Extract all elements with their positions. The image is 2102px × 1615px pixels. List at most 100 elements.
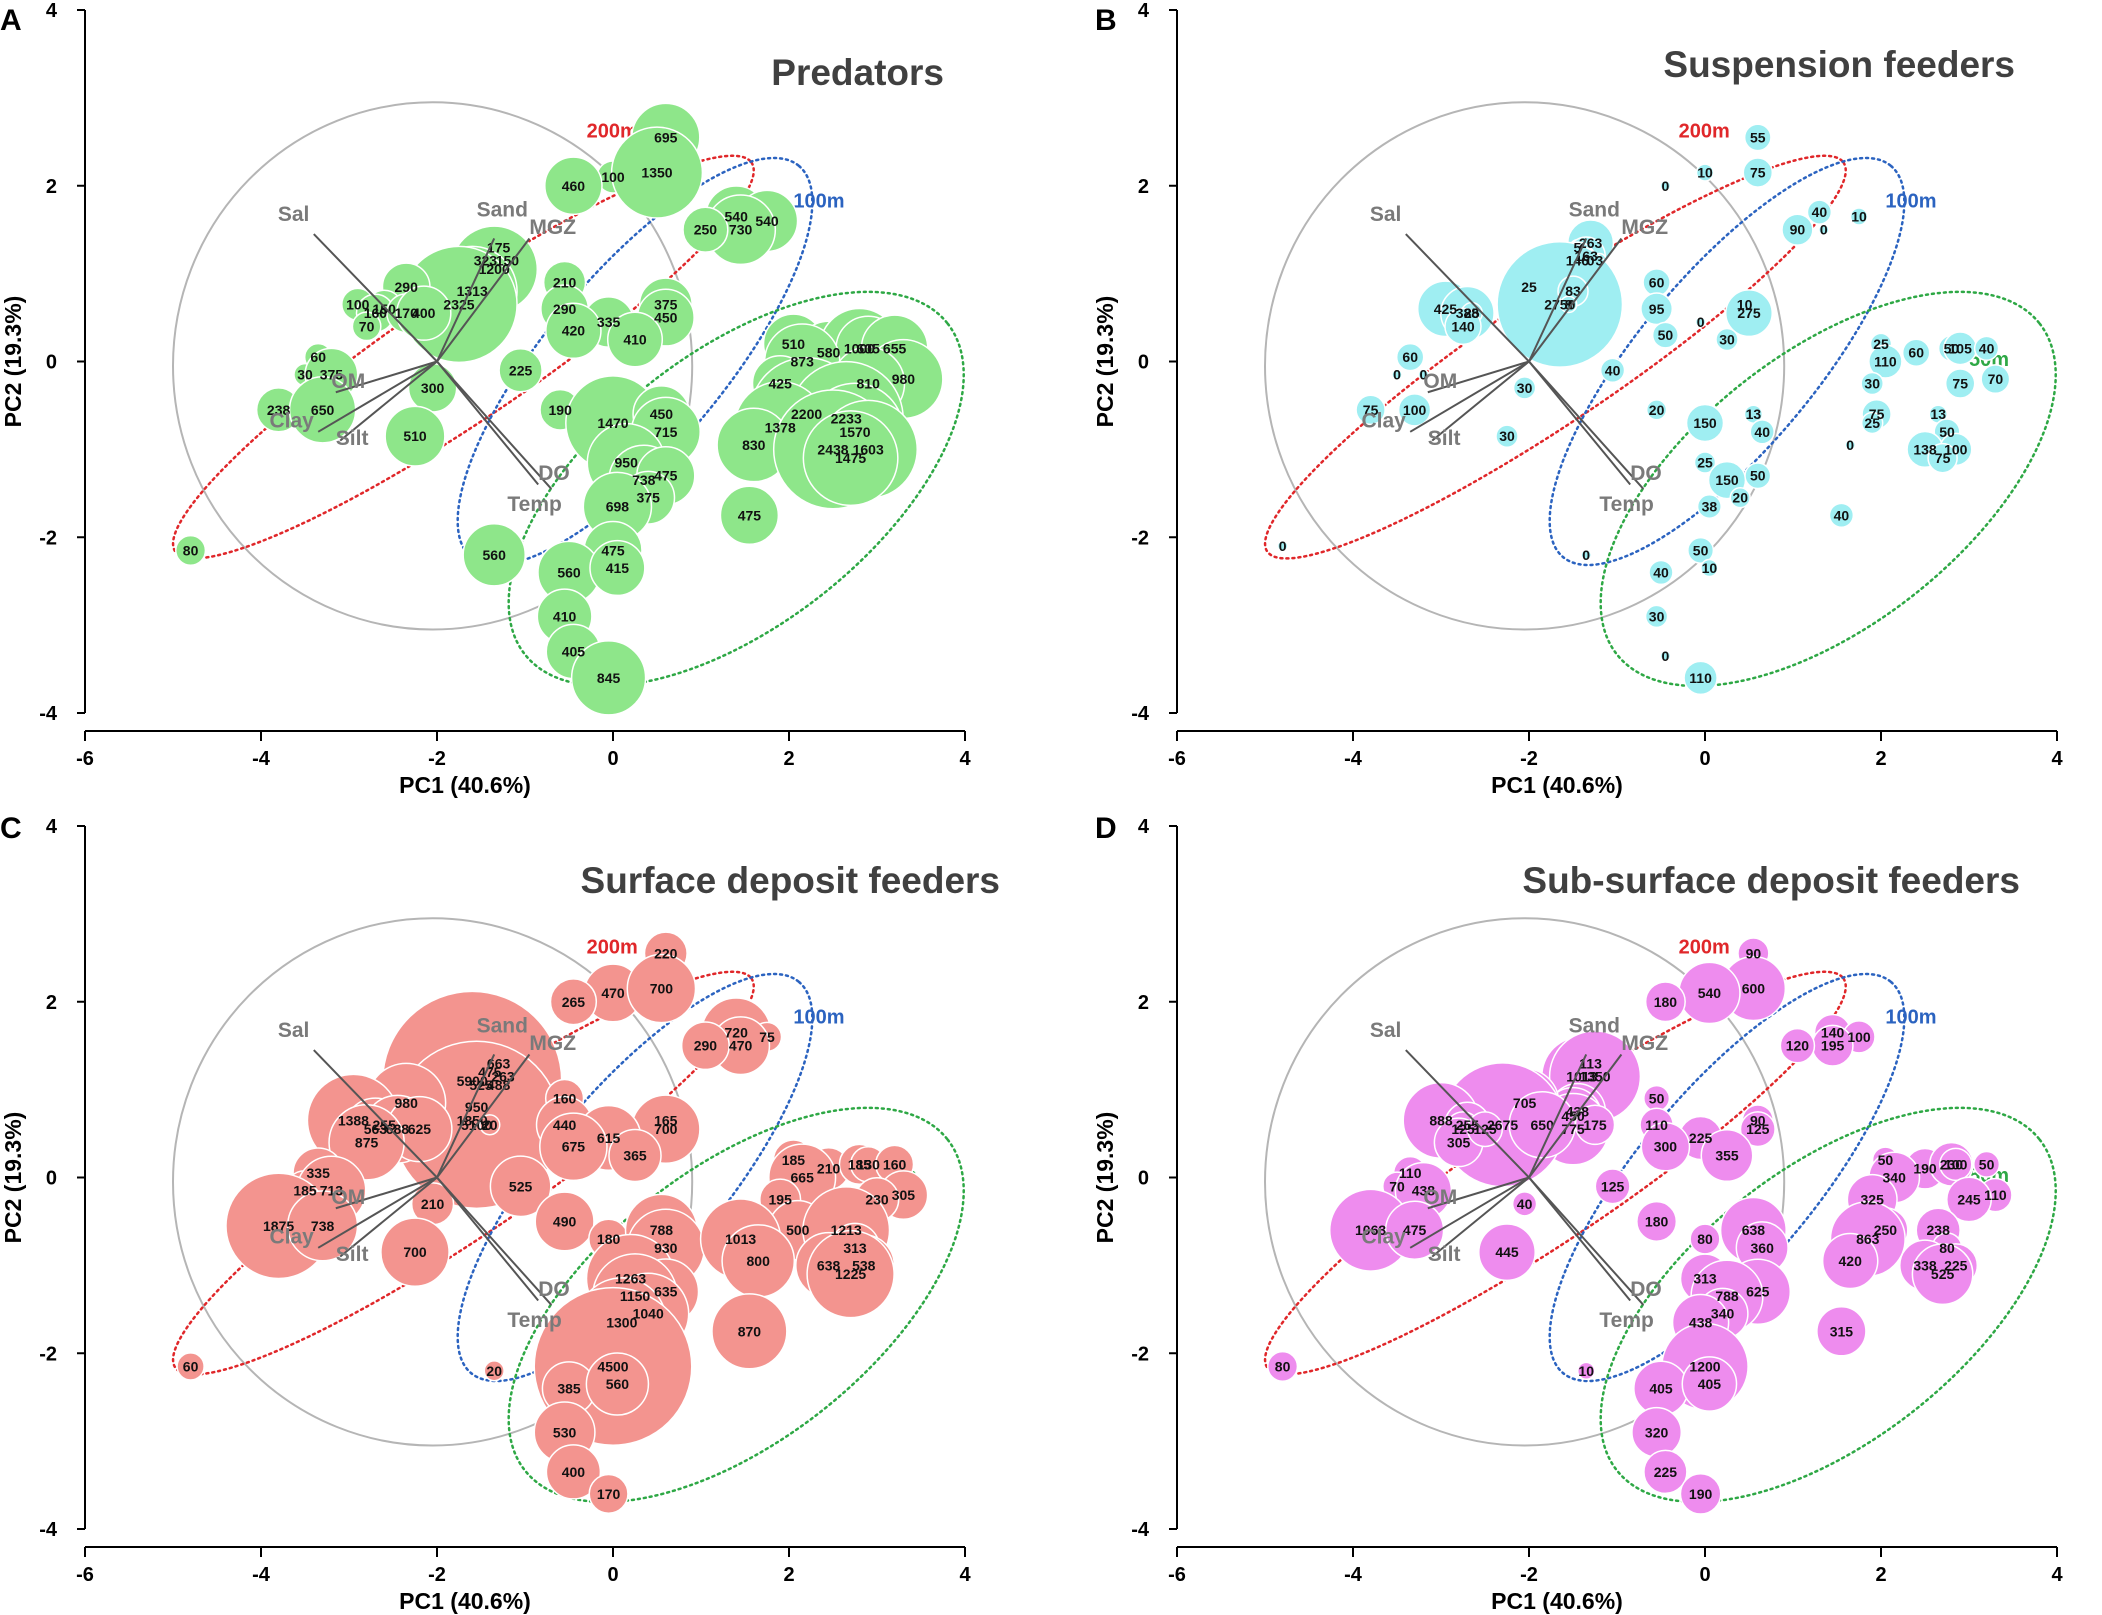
bubble-label: 105 xyxy=(1949,340,1973,356)
bubble-label: 475 xyxy=(1403,1222,1427,1238)
bubble xyxy=(1651,321,1679,349)
bubble-label: 600 xyxy=(1742,981,1766,997)
bubble-label: 300 xyxy=(1654,1139,1678,1155)
vector-label: Sal xyxy=(278,203,310,226)
vector-sal xyxy=(1405,233,1530,363)
bubble-label: 563 xyxy=(364,1121,388,1137)
bubble-label: 0 xyxy=(1582,547,1590,563)
bubble xyxy=(545,1444,602,1500)
x-tick-label: -2 xyxy=(428,748,446,770)
bubble-label: 125 xyxy=(1746,1121,1770,1137)
bubble-label: 625 xyxy=(1746,1284,1770,1300)
bubble-label: 2675 xyxy=(1487,1117,1518,1133)
vector-label: MGZ xyxy=(1621,1032,1668,1055)
bubble-label: 70 xyxy=(1389,1178,1405,1194)
bubble xyxy=(1844,439,1856,451)
vector-silt xyxy=(339,360,438,442)
bubble-label: 425 xyxy=(769,375,793,391)
bubble-label: 185 xyxy=(293,1183,317,1199)
bubble-label: 170 xyxy=(597,1486,621,1502)
x-axis-title: PC1 (40.6%) xyxy=(399,772,531,798)
bubble-label: 10 xyxy=(1851,209,1867,225)
bubble-label: 75 xyxy=(759,1029,775,1045)
bubble-label: 450 xyxy=(650,406,674,422)
bubble-label: 60 xyxy=(310,349,326,365)
vector-label: Clay xyxy=(1361,1225,1406,1248)
depth-label: 100m xyxy=(1885,1007,1936,1029)
vector-om xyxy=(1427,1176,1530,1210)
bubble-label: 530 xyxy=(553,1424,577,1440)
vector-sal xyxy=(313,233,438,363)
bubble-label: 110 xyxy=(1399,1165,1422,1181)
bubble-label: 180 xyxy=(597,1231,621,1247)
bubble-label: 538 xyxy=(852,1257,876,1273)
y-tick-label: 4 xyxy=(1138,0,1150,22)
bubble xyxy=(1911,1243,1974,1306)
y-tick-label: 2 xyxy=(46,176,57,198)
bubble-label: 950 xyxy=(615,455,639,471)
vector-silt xyxy=(1431,360,1530,442)
bubble xyxy=(806,1229,895,1319)
x-tick-label: 4 xyxy=(2051,1564,2063,1586)
bubble-label: 0 xyxy=(1697,314,1705,330)
bubble-label: 1470 xyxy=(597,415,628,431)
bubble xyxy=(1599,357,1626,383)
bubble-label: 40 xyxy=(1605,362,1621,378)
bubble-label: 638 xyxy=(817,1257,841,1273)
bubble-label: 25 xyxy=(1864,415,1880,431)
vector-mgz xyxy=(436,1053,531,1179)
vector-label: Clay xyxy=(269,1225,314,1248)
bubble-label: 40 xyxy=(1517,1196,1533,1212)
bubble-label: 560 xyxy=(557,564,581,580)
vector-label: Sand xyxy=(1569,199,1620,222)
bubble-label: 375 xyxy=(320,367,344,383)
bubble-label: 340 xyxy=(1711,1306,1735,1322)
vector-sand xyxy=(1528,1054,1588,1178)
vector-om xyxy=(335,1176,438,1210)
bubble-label: 730 xyxy=(729,222,753,238)
depth-ellipse-50m xyxy=(1599,290,2057,688)
bubble-label: 488 xyxy=(487,1077,511,1093)
depth-label: 200m xyxy=(587,120,638,142)
depth-label: 100m xyxy=(793,191,844,213)
bubble-label: 510 xyxy=(782,336,806,352)
bubble-label: 540 xyxy=(755,213,779,229)
bubble-label: 0 xyxy=(1393,367,1401,383)
panel-title: Surface deposit feeders xyxy=(581,860,1000,901)
bubble-label: 50 xyxy=(1750,468,1766,484)
bubble-label: 25 xyxy=(1521,279,1537,295)
bubble xyxy=(1821,1232,1879,1290)
bubble xyxy=(1939,1147,1973,1182)
y-tick-label: 0 xyxy=(46,1168,57,1190)
bubble-label: 475 xyxy=(654,468,678,484)
bubble-label: 245 xyxy=(1957,1191,1981,1207)
bubble-label: 540 xyxy=(725,209,749,225)
bubble-label: 290 xyxy=(694,1038,718,1054)
bubble-label: 655 xyxy=(883,340,907,356)
y-tick-label: -2 xyxy=(39,1343,57,1365)
bubble xyxy=(680,1021,730,1071)
bubble-label: 50 xyxy=(1979,1156,1995,1172)
bubble-label: 10 xyxy=(1578,1363,1594,1379)
bubble-label: 605 xyxy=(857,340,881,356)
bubble-label: 110 xyxy=(1984,1187,2007,1203)
vector-silt xyxy=(1431,1176,1530,1258)
bubble xyxy=(396,285,452,341)
x-tick-label: 4 xyxy=(959,1564,971,1586)
bubble-label: 375 xyxy=(654,296,678,312)
vector-temp xyxy=(436,1176,539,1302)
vector-label: Clay xyxy=(1361,409,1406,432)
bubble xyxy=(1779,1027,1816,1064)
bubble-label: 125 xyxy=(1451,1121,1475,1137)
bubble-label: 13 xyxy=(1930,406,1946,422)
bubble-label: 275 xyxy=(1737,305,1761,321)
x-tick-label: 4 xyxy=(2051,748,2063,770)
vector-label: Sand xyxy=(1569,1015,1620,1038)
y-axis-title: PC2 (19.3%) xyxy=(0,296,26,428)
bubble-label: 146 xyxy=(1566,252,1590,268)
bubble-label: 95 xyxy=(1649,301,1665,317)
bubble-label: 100 xyxy=(1944,1156,1968,1172)
bubble xyxy=(589,539,646,597)
panel-D: D200m100m50m9060054018014010019512011310… xyxy=(1092,812,2063,1614)
bubble-label: 190 xyxy=(1913,1161,1937,1177)
